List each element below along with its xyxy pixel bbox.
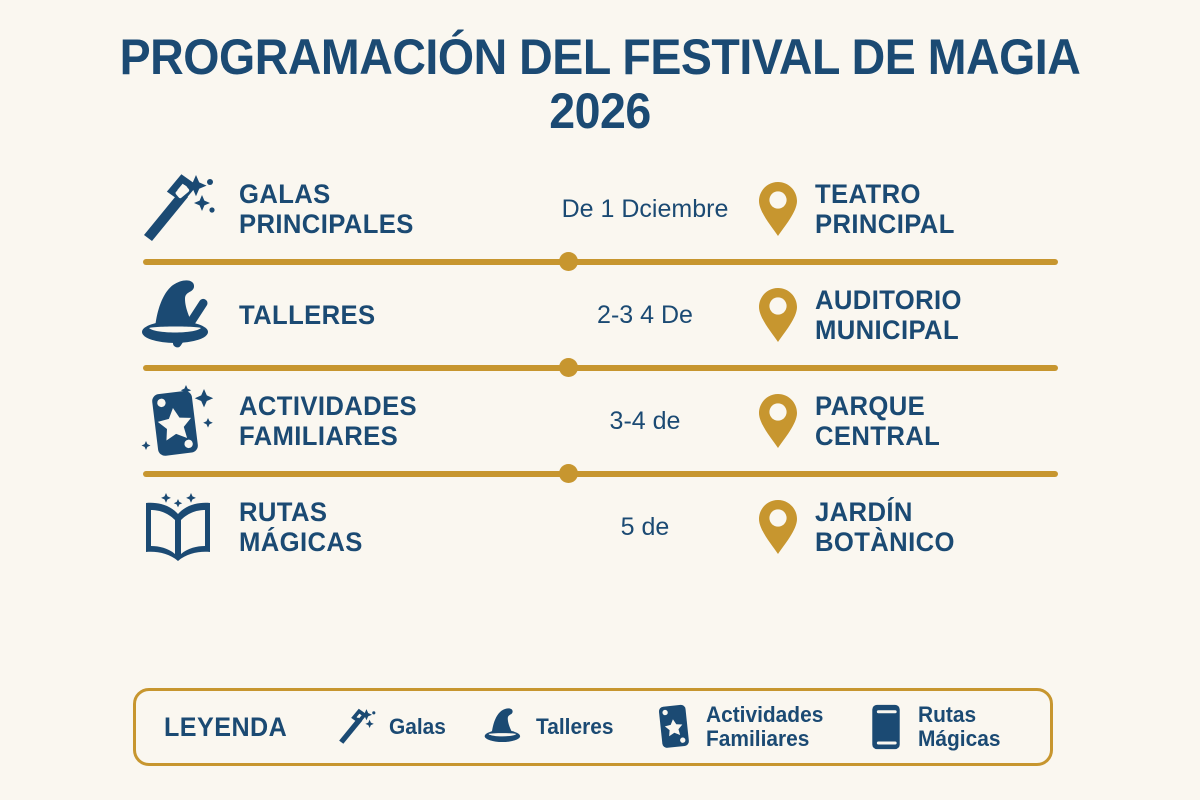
schedule-row: GALAS PRINCIPALES De 1 Dciembre TEATRO P… xyxy=(135,160,1065,258)
activity-date: 2-3 4 De xyxy=(597,300,693,329)
divider-dot xyxy=(559,358,578,377)
schedule-row: RUTAS MÁGICAS 5 de JARDÍN BOTÀNICO xyxy=(135,478,1065,576)
divider-dot xyxy=(559,252,578,271)
schedule-row: TALLERES 2-3 4 De AUDITORIO MUNICIPAL xyxy=(135,266,1065,364)
schedule-row: ACTIVIDADES FAMILIARES 3-4 de PARQUE CEN… xyxy=(135,372,1065,470)
legend-label: Galas xyxy=(388,713,446,739)
venue-cell: PARQUE CENTRAL xyxy=(755,391,1065,451)
legend-item-galas: Galas xyxy=(335,702,449,752)
open-book-icon xyxy=(135,484,221,570)
legend-item-rutas-magicas: Rutas Mágicas xyxy=(864,702,1005,752)
venue-cell: TEATRO PRINCIPAL xyxy=(755,179,1065,239)
divider-line xyxy=(142,365,1058,371)
magic-card-icon xyxy=(652,702,696,752)
row-divider xyxy=(142,358,1058,377)
wizard-hat-icon xyxy=(482,702,526,752)
schedule-list: GALAS PRINCIPALES De 1 Dciembre TEATRO P… xyxy=(135,160,1065,576)
legend: LEYENDA Galas xyxy=(133,688,1053,766)
activity-label: GALAS PRINCIPALES xyxy=(239,178,414,239)
venue-label: AUDITORIO MUNICIPAL xyxy=(815,284,962,345)
legend-label: Actividades Familiares xyxy=(706,701,824,751)
map-pin-icon xyxy=(755,179,801,239)
legend-item-talleres: Talleres xyxy=(482,702,618,752)
activity-cell: TALLERES xyxy=(135,272,535,358)
activity-label: TALLERES xyxy=(239,299,376,330)
legend-label: Talleres xyxy=(536,713,614,739)
page-title: PROGRAMACIÓN DEL FESTIVAL DE MAGIA 2026 xyxy=(0,0,1200,138)
activity-date: 3-4 de xyxy=(609,406,681,435)
divider-line xyxy=(142,259,1058,265)
divider-line xyxy=(142,471,1058,477)
activity-label: ACTIVIDADES FAMILIARES xyxy=(239,390,418,451)
row-divider xyxy=(142,252,1058,271)
map-pin-icon xyxy=(755,391,801,451)
activity-label: RUTAS MÁGICAS xyxy=(239,496,363,557)
magic-wand-icon xyxy=(335,702,379,752)
map-pin-icon xyxy=(755,497,801,557)
venue-label: JARDÍN BOTÀNICO xyxy=(815,496,955,557)
activity-cell: GALAS PRINCIPALES xyxy=(135,166,535,252)
magic-wand-icon xyxy=(135,166,221,252)
legend-label: Rutas Mágicas xyxy=(917,701,1000,751)
wizard-hat-icon xyxy=(135,272,221,358)
venue-label: TEATRO PRINCIPAL xyxy=(815,178,955,239)
page-title-line-1: PROGRAMACIÓN DEL FESTIVAL DE MAGIA xyxy=(119,29,1081,85)
activity-cell: RUTAS MÁGICAS xyxy=(135,484,535,570)
legend-item-actividades-familiares: Actividades Familiares xyxy=(652,702,830,752)
activity-date: De 1 Dciembre xyxy=(561,194,729,223)
activity-cell: ACTIVIDADES FAMILIARES xyxy=(135,378,535,464)
divider-dot xyxy=(559,464,578,483)
venue-label: PARQUE CENTRAL xyxy=(815,390,941,451)
map-pin-icon xyxy=(755,285,801,345)
activity-date: 5 de xyxy=(620,512,670,541)
legend-title: LEYENDA xyxy=(164,711,288,742)
page-title-line-2: 2026 xyxy=(549,83,651,139)
closed-book-icon xyxy=(864,702,908,752)
venue-cell: JARDÍN BOTÀNICO xyxy=(755,497,1065,557)
venue-cell: AUDITORIO MUNICIPAL xyxy=(755,285,1065,345)
row-divider xyxy=(142,464,1058,483)
magic-card-icon xyxy=(135,378,221,464)
